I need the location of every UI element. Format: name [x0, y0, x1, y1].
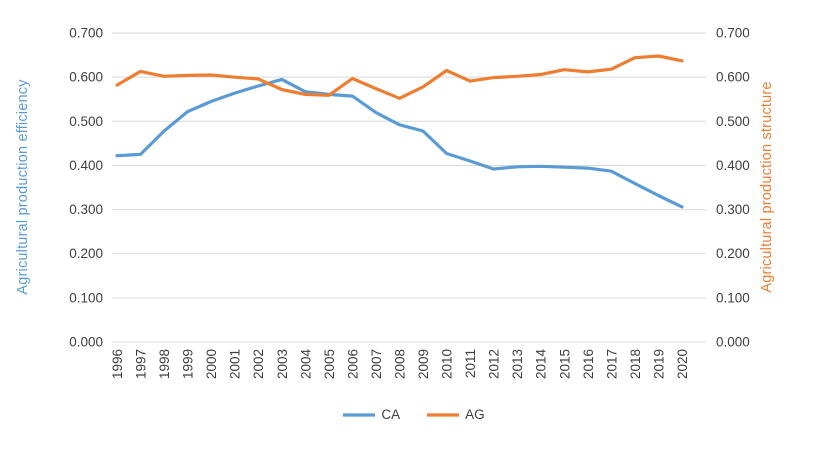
x-axis-label: 2015: [557, 349, 572, 379]
axis-tick-label: 0.200: [716, 246, 750, 261]
axis-tick-label: 0.400: [716, 158, 750, 173]
x-axis-label: 2009: [416, 349, 431, 379]
x-axis-label: 2001: [228, 349, 243, 379]
axis-tick-label: 0.000: [716, 335, 750, 350]
legend-item-ag: AG: [426, 407, 485, 422]
x-axis-label: 2014: [534, 349, 549, 380]
axis-tick-label: 0.000: [69, 335, 103, 350]
x-axis-label: 2003: [275, 349, 290, 379]
x-axis-label: 1998: [157, 349, 172, 379]
x-axis-label: 2016: [581, 349, 596, 379]
axis-tick-label: 0.500: [69, 114, 103, 129]
x-axis-label: 2019: [651, 349, 666, 379]
gridlines: [112, 32, 706, 343]
legend-label-ca: CA: [381, 407, 401, 422]
axis-tick-label: 0.100: [69, 290, 103, 305]
axis-tick-label: 0.200: [69, 246, 103, 261]
x-axis-label: 2020: [675, 349, 690, 379]
x-axis-label: 2002: [251, 349, 266, 379]
ag-legend-line-swatch: [427, 412, 460, 417]
axis-tick-label: 0.700: [716, 26, 750, 41]
left-axis-title: Agricultural production efficiency: [15, 79, 31, 295]
axis-tick-label: 0.400: [69, 158, 103, 173]
left-axis-tick-labels: 0.700 0.600 0.500 0.400 0.300 0.200 0.100 0.000: [69, 26, 103, 350]
x-axis-label: 2018: [628, 349, 643, 379]
ca-legend-line-swatch: [343, 412, 376, 417]
axis-tick-label: 0.600: [716, 70, 750, 85]
axis-tick-label: 0.100: [716, 290, 750, 305]
x-axis-label: 2006: [345, 349, 360, 379]
axis-tick-label: 0.300: [716, 202, 750, 217]
x-axis-label: 1996: [110, 349, 125, 379]
x-axis-label: 1997: [134, 349, 149, 379]
x-axis-label: 1999: [181, 349, 196, 379]
axis-tick-label: 0.500: [716, 114, 750, 129]
x-axis-label: 2005: [322, 349, 337, 379]
x-axis-label: 2017: [604, 349, 619, 379]
legend: CA AG: [0, 407, 827, 422]
x-axis-label: 2004: [298, 349, 313, 380]
right-axis-tick-labels: 0.700 0.600 0.500 0.400 0.300 0.200 0.100 0.000: [716, 26, 750, 350]
x-axis-label: 2000: [204, 349, 219, 379]
x-axis-label: 2012: [487, 349, 502, 379]
x-axis-labels: 1996 1997 1998 1999 2000 2001 2002 2003 2004 2005…: [110, 349, 690, 380]
legend-label-ag: AG: [465, 407, 485, 422]
x-axis-label: 2010: [440, 349, 455, 379]
ag-series-line: [115, 54, 684, 100]
x-axis-label: 2011: [463, 349, 478, 378]
x-axis-label: 2008: [392, 349, 407, 379]
legend-item-ca: CA: [342, 407, 400, 422]
x-axis-label: 2013: [510, 349, 525, 379]
axis-tick-label: 0.600: [69, 70, 103, 85]
axis-tick-label: 0.700: [69, 26, 103, 41]
x-axis-label: 2007: [369, 349, 384, 379]
ca-series-line: [115, 77, 684, 209]
right-axis-title: Agricultural production structure: [759, 81, 775, 292]
axis-tick-label: 0.300: [69, 202, 103, 217]
